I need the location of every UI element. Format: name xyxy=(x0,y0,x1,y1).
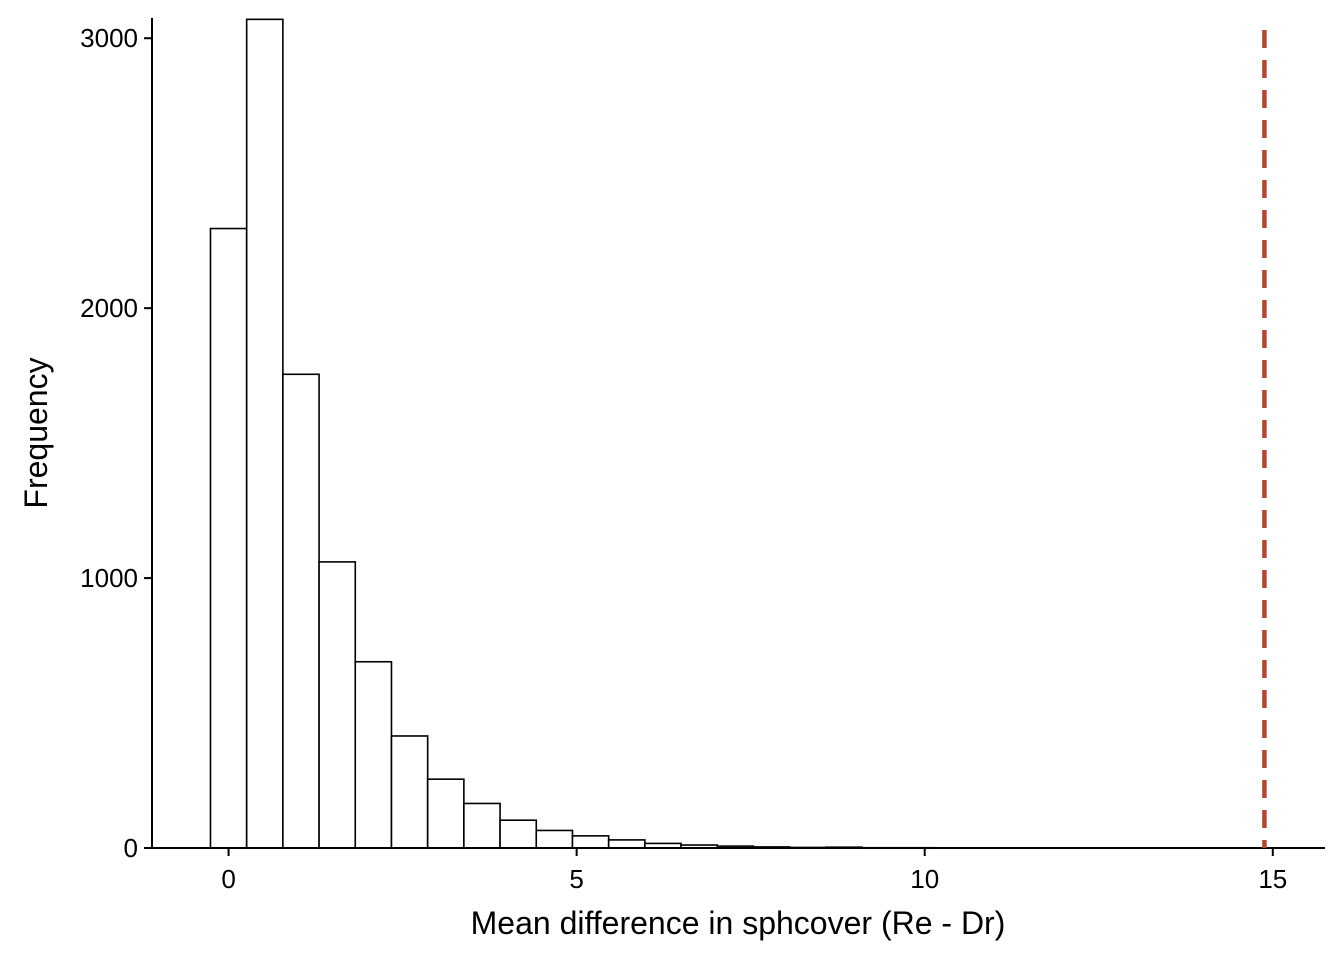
y-tick-label: 1000 xyxy=(80,563,138,593)
ticks-layer: 0 5 10 15 0 1000 2000 3000 xyxy=(80,23,1287,894)
histogram-bar xyxy=(282,373,320,849)
histogram-bar xyxy=(499,819,538,849)
histogram-bar xyxy=(209,227,248,849)
histogram-bar xyxy=(245,18,284,849)
x-tick-label: 15 xyxy=(1258,864,1287,894)
y-tick-label: 2000 xyxy=(80,293,138,323)
histogram-bar xyxy=(390,735,429,849)
x-tick-label: 5 xyxy=(569,864,583,894)
histogram-bar xyxy=(354,660,393,849)
histogram-bar xyxy=(318,561,357,849)
histogram-bar xyxy=(571,835,610,849)
x-axis-title: Mean difference in sphcover (Re - Dr) xyxy=(471,905,1006,941)
histogram-bar xyxy=(426,778,465,849)
axes-layer xyxy=(151,18,1325,849)
y-tick-label: 3000 xyxy=(80,23,138,53)
y-axis-title: Frequency xyxy=(18,357,54,508)
histogram-bar xyxy=(607,839,646,849)
x-tick-label: 0 xyxy=(221,864,235,894)
histogram-bar xyxy=(463,802,501,849)
y-tick-label: 0 xyxy=(124,833,138,863)
bars-layer xyxy=(209,18,936,850)
histogram-bar xyxy=(535,829,574,849)
x-tick-label: 10 xyxy=(910,864,939,894)
